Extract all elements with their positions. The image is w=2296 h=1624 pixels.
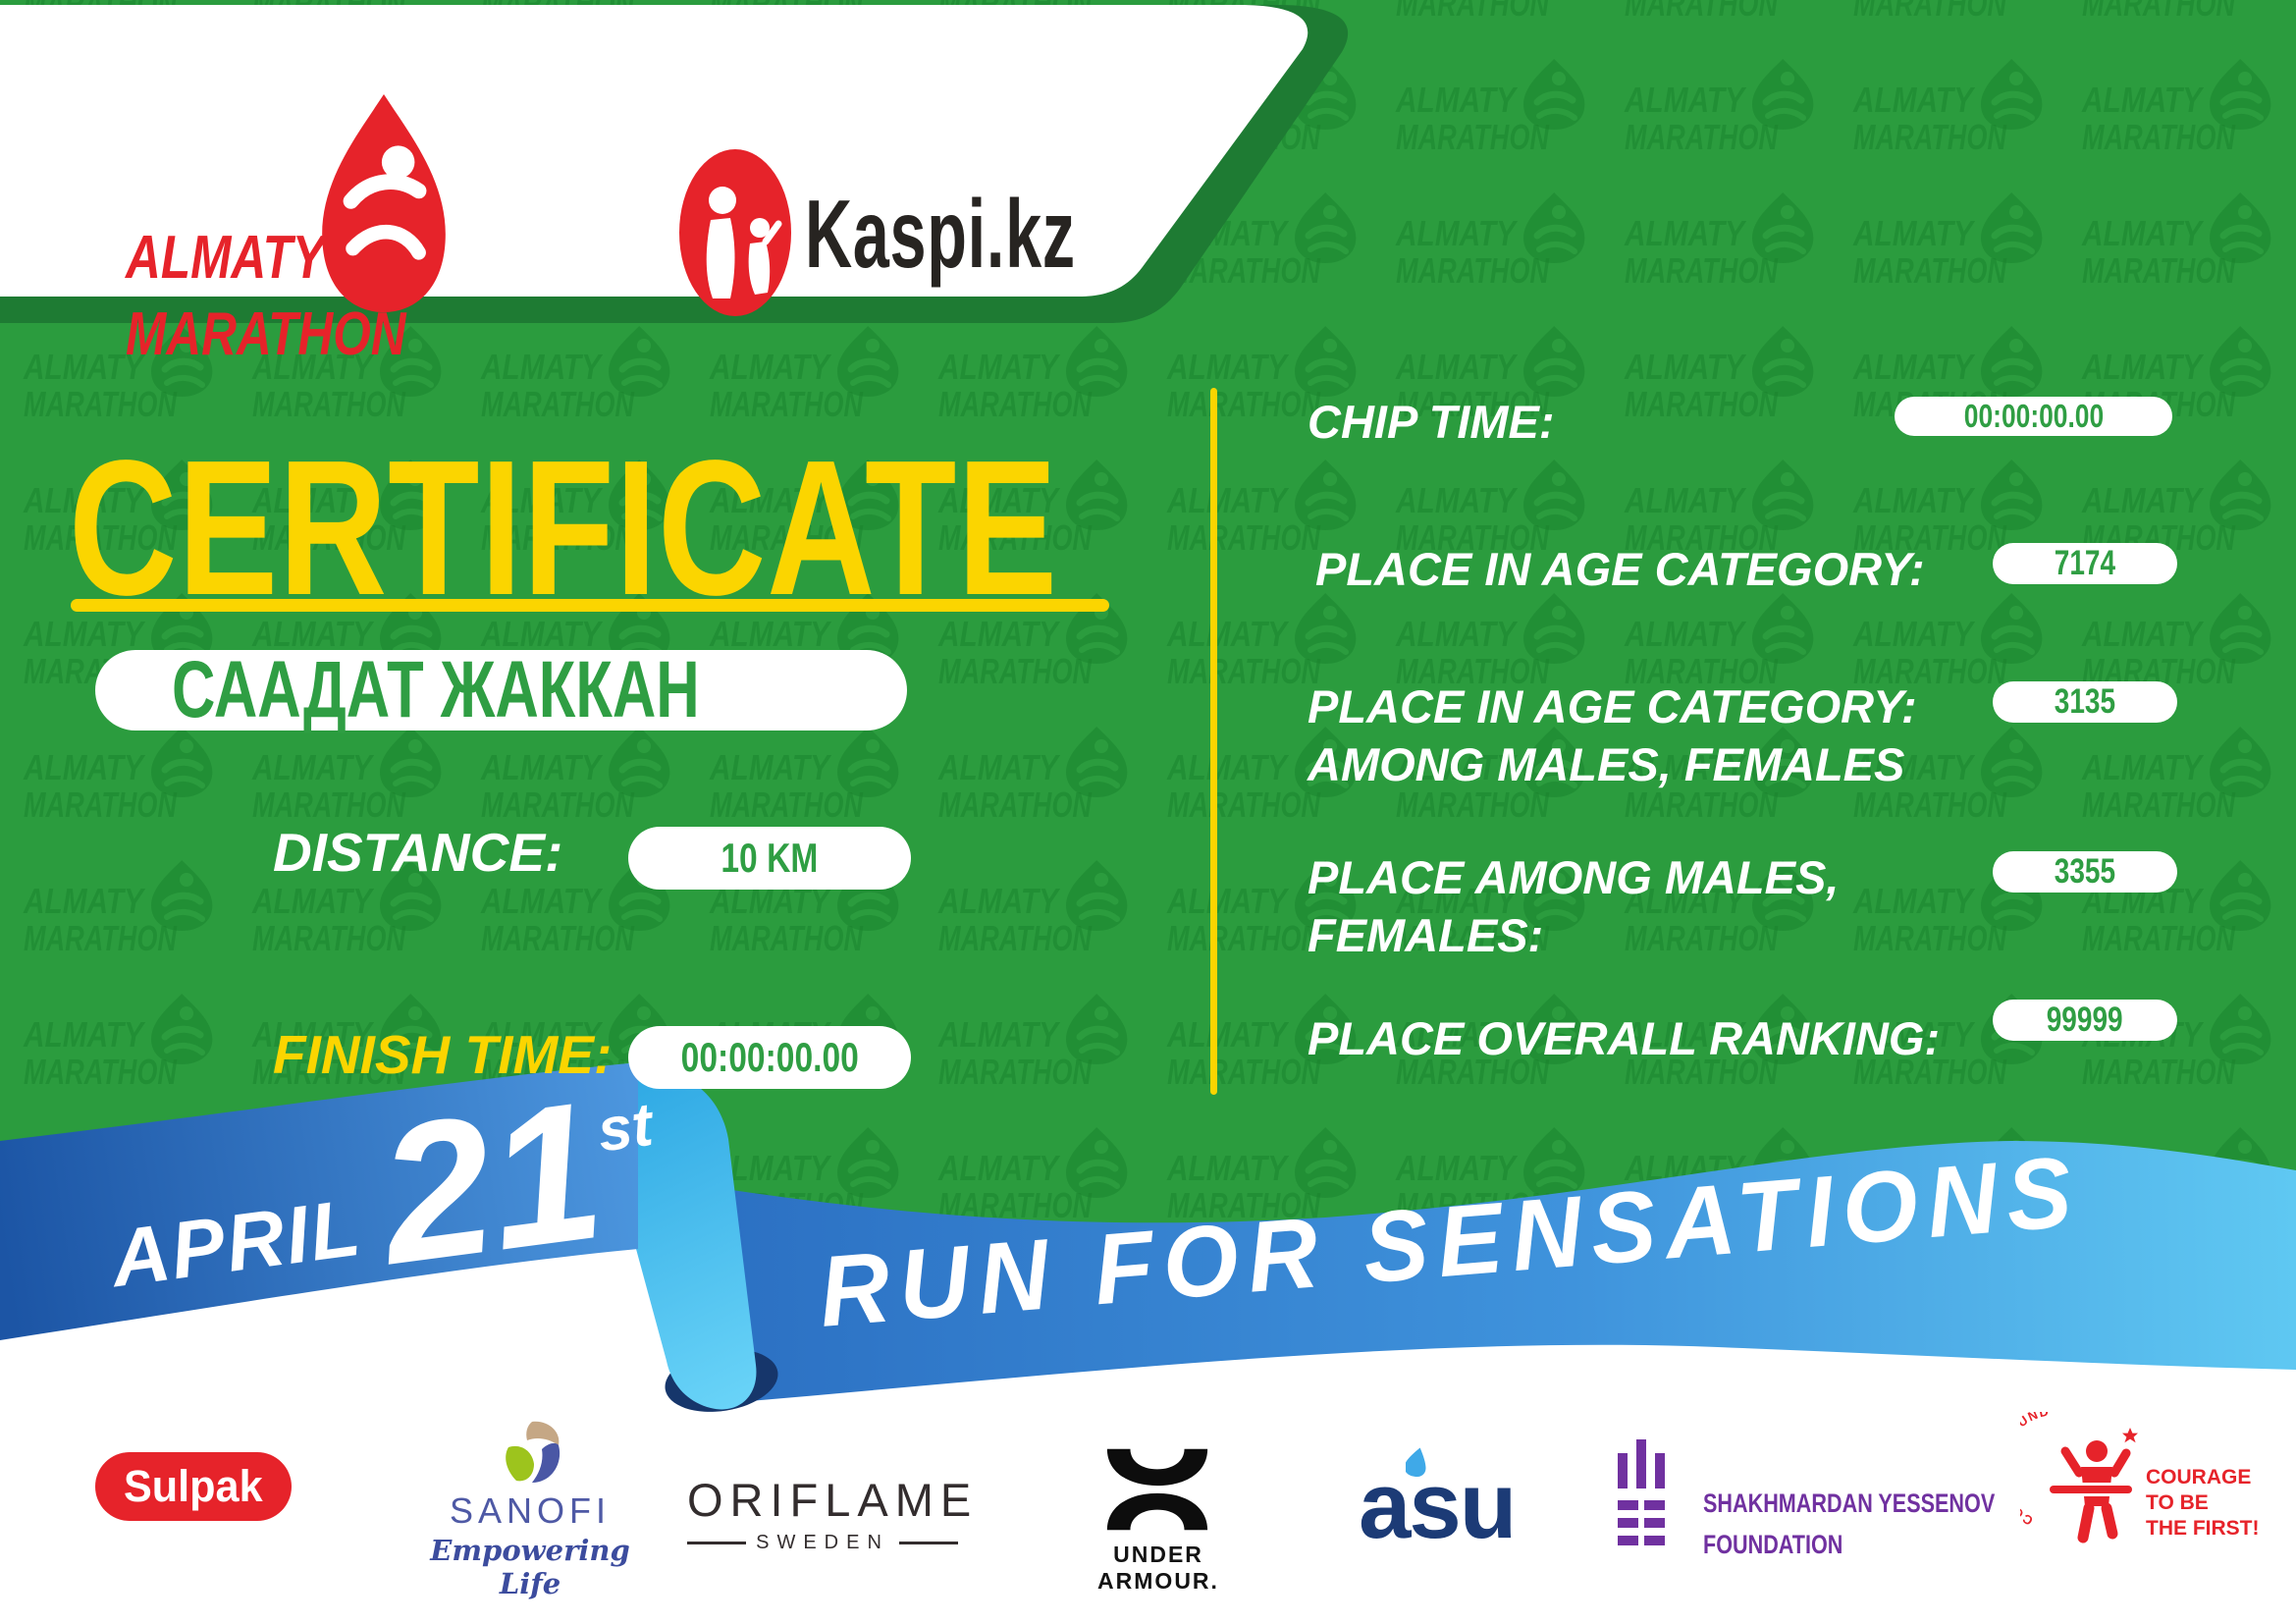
distance-label: DISTANCE:	[273, 822, 563, 883]
age-category-gender-line2: AMONG MALES, FEMALES	[1308, 738, 1905, 791]
under-armour-logo-icon	[1106, 1448, 1208, 1531]
courage-fund-text: COURAGE TO BE THE FIRST!	[2146, 1465, 2260, 1542]
oriflame-country-row: SWEDEN	[687, 1532, 959, 1554]
courage-line1: COURAGE	[2146, 1466, 2252, 1489]
yessenov-logo-line1: SHAKHMARDAN YESSENOV	[1703, 1489, 1996, 1518]
runner-name-field: СААДАТ ЖАККАН	[95, 645, 907, 734]
distance-field: 10 KM	[628, 827, 911, 890]
finish-time-value: 00:00:00.00	[680, 1034, 859, 1080]
place-gender-value: 3355	[2054, 852, 2116, 891]
oriflame-country: SWEDEN	[756, 1532, 889, 1553]
yessenov-foundation-icon	[1618, 1439, 1665, 1545]
place-gender-field: 3355	[1993, 851, 2177, 893]
certificate-title: CERTIFICATE	[69, 420, 1058, 635]
under-armour-logo-text: UNDER ARMOUR.	[1097, 1542, 1219, 1594]
place-gender-line2: FEMALES:	[1308, 909, 1544, 962]
chip-time-field: 00:00:00.00	[1895, 397, 2172, 436]
kaspi-logo-icon	[679, 149, 791, 316]
almaty-logo-line2: MARATHON	[126, 300, 406, 368]
event-day: 21	[368, 1059, 614, 1307]
oriflame-left-line	[687, 1542, 747, 1544]
runner-name: СААДАТ ЖАККАН	[172, 645, 700, 734]
courage-line2: TO BE	[2146, 1491, 2209, 1514]
age-category-gender-value: 3135	[2054, 682, 2116, 721]
place-gender-line1: PLACE AMONG MALES,	[1308, 851, 1840, 903]
yessenov-logo-line2: FOUNDATION	[1703, 1530, 1843, 1559]
overall-ranking-label: PLACE OVERALL RANKING:	[1308, 1012, 1941, 1064]
finish-time-field: 00:00:00.00	[628, 1026, 911, 1089]
courage-fund-arc-text: CORPORATE FUND	[2020, 1412, 2050, 1529]
sulpak-logo: Sulpak	[95, 1452, 292, 1521]
kaspi-logo-text: Kaspi.kz	[805, 180, 1076, 288]
oriflame-logo-text: ORIFLAME	[687, 1474, 979, 1526]
age-category-gender-field: 3135	[1993, 681, 2177, 723]
sanofi-tagline: Empowering Life	[430, 1534, 630, 1600]
almaty-marathon-logo-text: ALMATY MARATHON	[126, 220, 406, 373]
almaty-logo-line1: ALMATY	[126, 224, 325, 292]
courage-line3: THE FIRST!	[2146, 1517, 2260, 1540]
event-day-ordinal: st	[594, 1090, 657, 1165]
place-gender-label: PLACE AMONG MALES, FEMALES:	[1308, 848, 1839, 964]
svg-text:CORPORATE FUND: CORPORATE FUND	[2020, 1412, 2052, 1529]
event-month: APRIL	[105, 1182, 367, 1305]
title-underline	[71, 599, 1109, 612]
overall-ranking-value: 99999	[2047, 1001, 2123, 1039]
sanofi-logo-icon	[506, 1421, 561, 1483]
sulpak-logo-text: Sulpak	[124, 1461, 263, 1511]
chip-time-label: CHIP TIME:	[1308, 396, 1555, 448]
distance-value: 10 KM	[721, 835, 819, 881]
age-category-gender-line1: PLACE IN AGE CATEGORY:	[1308, 680, 1917, 732]
chip-time-value: 00:00:00.00	[1963, 398, 2104, 434]
asu-droplet-icon	[1406, 1447, 1426, 1477]
overall-ranking-field: 99999	[1993, 1000, 2177, 1041]
asu-logo-text: asu	[1359, 1453, 1517, 1558]
column-divider	[1210, 388, 1217, 1095]
courage-fund-icon: CORPORATE FUND	[2020, 1412, 2138, 1543]
finish-time-label: FINISH TIME:	[273, 1024, 613, 1085]
sanofi-logo-text: SANOFI	[449, 1490, 611, 1531]
oriflame-right-line	[898, 1542, 959, 1544]
age-category-field: 7174	[1993, 543, 2177, 584]
age-category-gender-label: PLACE IN AGE CATEGORY: AMONG MALES, FEMA…	[1308, 677, 1917, 793]
age-category-label: PLACE IN AGE CATEGORY:	[1315, 543, 1925, 595]
almaty-marathon-logo-icon	[322, 94, 446, 312]
age-category-value: 7174	[2054, 544, 2116, 582]
